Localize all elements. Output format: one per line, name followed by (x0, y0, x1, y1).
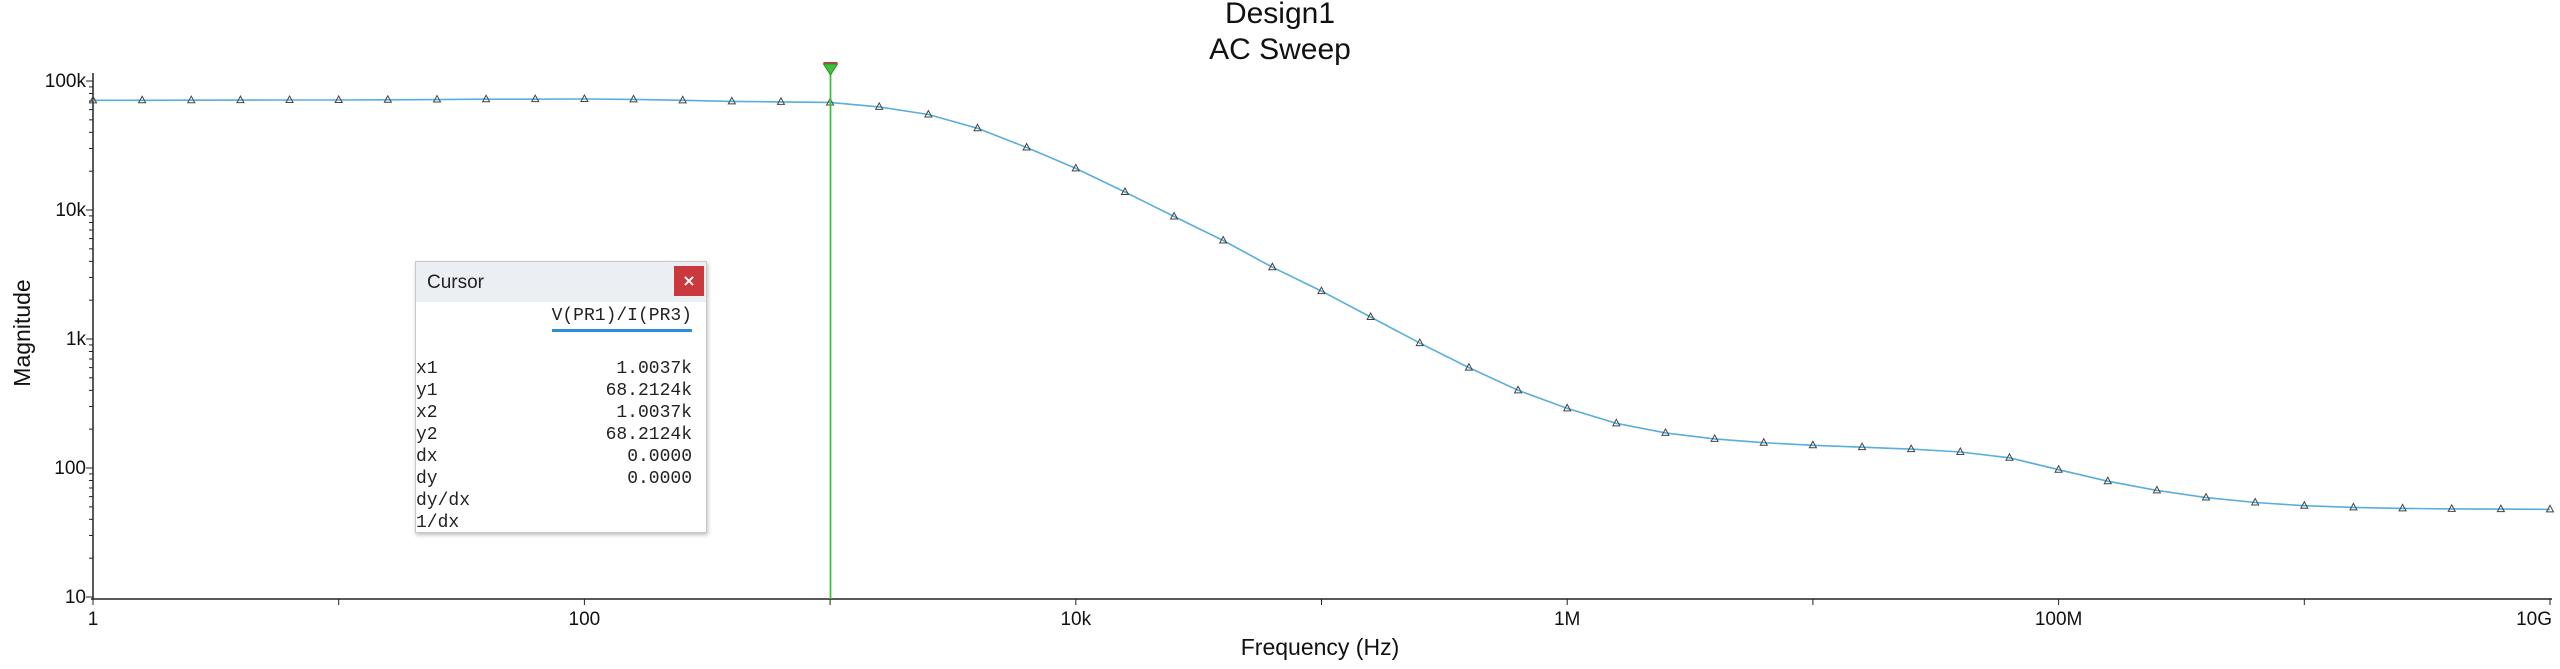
y-tick-label: 100k (45, 71, 87, 92)
data-point-marker (1710, 433, 1719, 442)
cursor-readout-value: 1.0037k (616, 403, 692, 423)
data-point-marker (2103, 476, 2113, 485)
data-point-marker (1366, 311, 1375, 321)
data-point-marker (2299, 500, 2309, 509)
cursor-readout-label: dx (416, 447, 438, 467)
data-point-marker (2054, 464, 2063, 473)
y-axis-label: Magnitude (9, 279, 35, 386)
x-tick-label: 10k (1060, 609, 1091, 630)
x-tick-label: 100M (2035, 609, 2083, 630)
data-point-marker (874, 101, 884, 110)
cursor-readout-value: 0.0000 (627, 469, 692, 489)
chart-title: Design1 (1225, 0, 1335, 30)
cursor-readout-row: x1 1.0037k (416, 358, 692, 380)
cursor-readout-row: 1/dx (416, 512, 692, 534)
data-point-marker (2152, 485, 2162, 494)
cursor-readout-table: x1 1.0037k y1 68.2124k x2 1.0037k y2 68.2124k dx… (416, 358, 692, 534)
data-point-marker (2447, 503, 2457, 512)
data-point-marker (481, 94, 491, 103)
data-point-marker (1955, 446, 1965, 456)
data-point-marker (1906, 444, 1916, 453)
data-point-marker (2545, 504, 2555, 513)
chart-subtitle: AC Sweep (1209, 33, 1351, 66)
data-point-marker (236, 95, 245, 104)
data-point-marker (2496, 504, 2506, 513)
data-point-marker (1317, 286, 1326, 295)
data-point-marker (1513, 385, 1523, 394)
data-point-marker (1612, 418, 1621, 427)
cursor-readout-label: x2 (416, 403, 438, 423)
data-point-marker (432, 94, 442, 103)
cursor-readout-row: x2 1.0037k (416, 402, 692, 424)
data-point-marker (776, 96, 786, 105)
data-point-marker (2250, 497, 2260, 506)
x-tick-label: 10G (2516, 609, 2552, 630)
data-point-marker (1022, 142, 1032, 151)
data-point-marker (1268, 262, 1277, 271)
data-point-marker (924, 109, 933, 118)
cursor-readout-value: 0.0000 (627, 447, 692, 467)
y-tick-label: 1k (66, 329, 87, 350)
cursor-readout-value: 68.2124k (605, 425, 692, 445)
y-tick-label: 100 (54, 458, 86, 479)
data-point-marker (285, 94, 294, 104)
cursor-marker-group[interactable] (822, 62, 839, 599)
data-point-marker (530, 94, 540, 103)
data-point-marker (629, 94, 638, 103)
cursor-readout-value: 1.0037k (616, 359, 692, 379)
data-point-marker (1120, 186, 1130, 195)
close-button[interactable]: × (674, 266, 704, 296)
data-point-marker (1218, 235, 1228, 244)
data-point-marker (1415, 338, 1425, 347)
cursor-window-title: Cursor (427, 272, 485, 293)
axis-ticks: 100k 10k 1k 100 101 100 10k 1M 100M 10G (45, 71, 2552, 630)
data-point-marker (186, 95, 196, 104)
y-tick-label: 10 (65, 587, 86, 608)
data-point-marker (334, 94, 344, 103)
cursor-window-titlebar[interactable]: Cursor × (416, 262, 706, 302)
data-point-marker (1562, 403, 1572, 412)
data-point-marker (580, 93, 589, 103)
data-point-marker (383, 94, 393, 103)
data-point-marker (1169, 211, 1179, 220)
data-point-marker (2349, 502, 2358, 511)
data-point-marker (973, 123, 982, 132)
cursor-readout-row: y2 68.2124k (416, 424, 692, 446)
x-tick-label: 1M (1554, 609, 1580, 630)
data-point-marker (1857, 442, 1867, 451)
cursor-readout-label: dy (416, 469, 438, 489)
cursor-readout-row: y1 68.2124k (416, 380, 692, 402)
data-point-marker (1759, 437, 1769, 446)
data-point-marker (1661, 427, 1670, 436)
data-point-marker (1464, 362, 1474, 371)
cursor-handle-triangle[interactable] (822, 63, 839, 76)
cursor-trace-name: V(PR1)/I(PR3) (551, 306, 692, 332)
data-point-marker (2201, 492, 2211, 501)
data-point-marker (2005, 452, 2014, 461)
cursor-readout-label: y1 (416, 381, 438, 401)
cursor-readout-value: 68.2124k (605, 381, 692, 401)
cursor-readout-label: 1/dx (416, 513, 460, 533)
series-line (93, 98, 2551, 511)
cursor-readout-label: dy/dx (416, 491, 471, 511)
data-point-marker (1808, 440, 1818, 449)
data-point-marker (727, 96, 737, 105)
x-tick-label: 1 (88, 609, 99, 630)
cursor-readout-row: dy 0.0000 (416, 468, 692, 490)
x-tick-label: 100 (569, 609, 601, 630)
x-axis-label: Frequency (Hz) (1241, 634, 1399, 660)
cursor-readout-row: dx 0.0000 (416, 446, 692, 468)
cursor-readout-label: x1 (416, 359, 438, 379)
cursor-window[interactable]: Cursor × V(PR1)/I(PR3) x1 1.0037k y1 68.212… (415, 261, 707, 533)
data-point-marker (678, 95, 688, 104)
data-point-marker (1071, 163, 1081, 172)
cursor-readout-label: y2 (416, 425, 438, 445)
cursor-readout-row: dy/dx (416, 490, 692, 512)
data-point-marker (137, 95, 147, 104)
data-point-marker (2398, 503, 2407, 512)
data-point-marker (88, 95, 98, 104)
y-tick-label: 10k (55, 200, 86, 221)
